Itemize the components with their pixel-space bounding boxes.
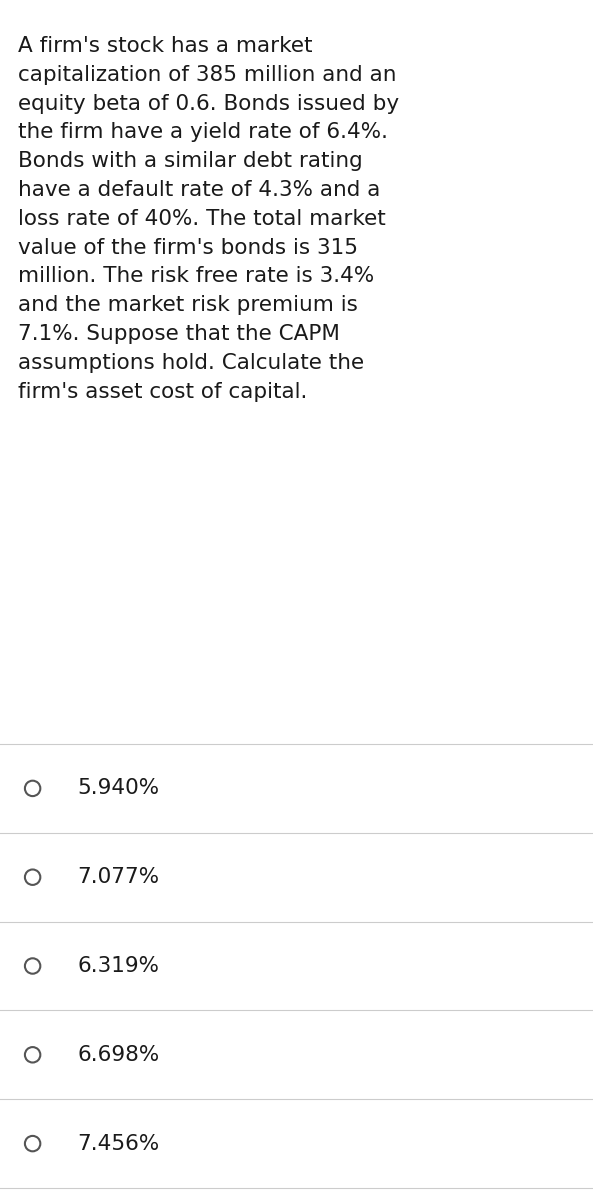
Text: 5.940%: 5.940%: [77, 779, 159, 798]
Text: 7.077%: 7.077%: [77, 868, 159, 887]
Text: 6.698%: 6.698%: [77, 1045, 160, 1064]
Text: 6.319%: 6.319%: [77, 956, 159, 976]
Text: A firm's stock has a market
capitalization of 385 million and an
equity beta of : A firm's stock has a market capitalizati…: [18, 36, 399, 402]
Text: 7.456%: 7.456%: [77, 1134, 160, 1153]
